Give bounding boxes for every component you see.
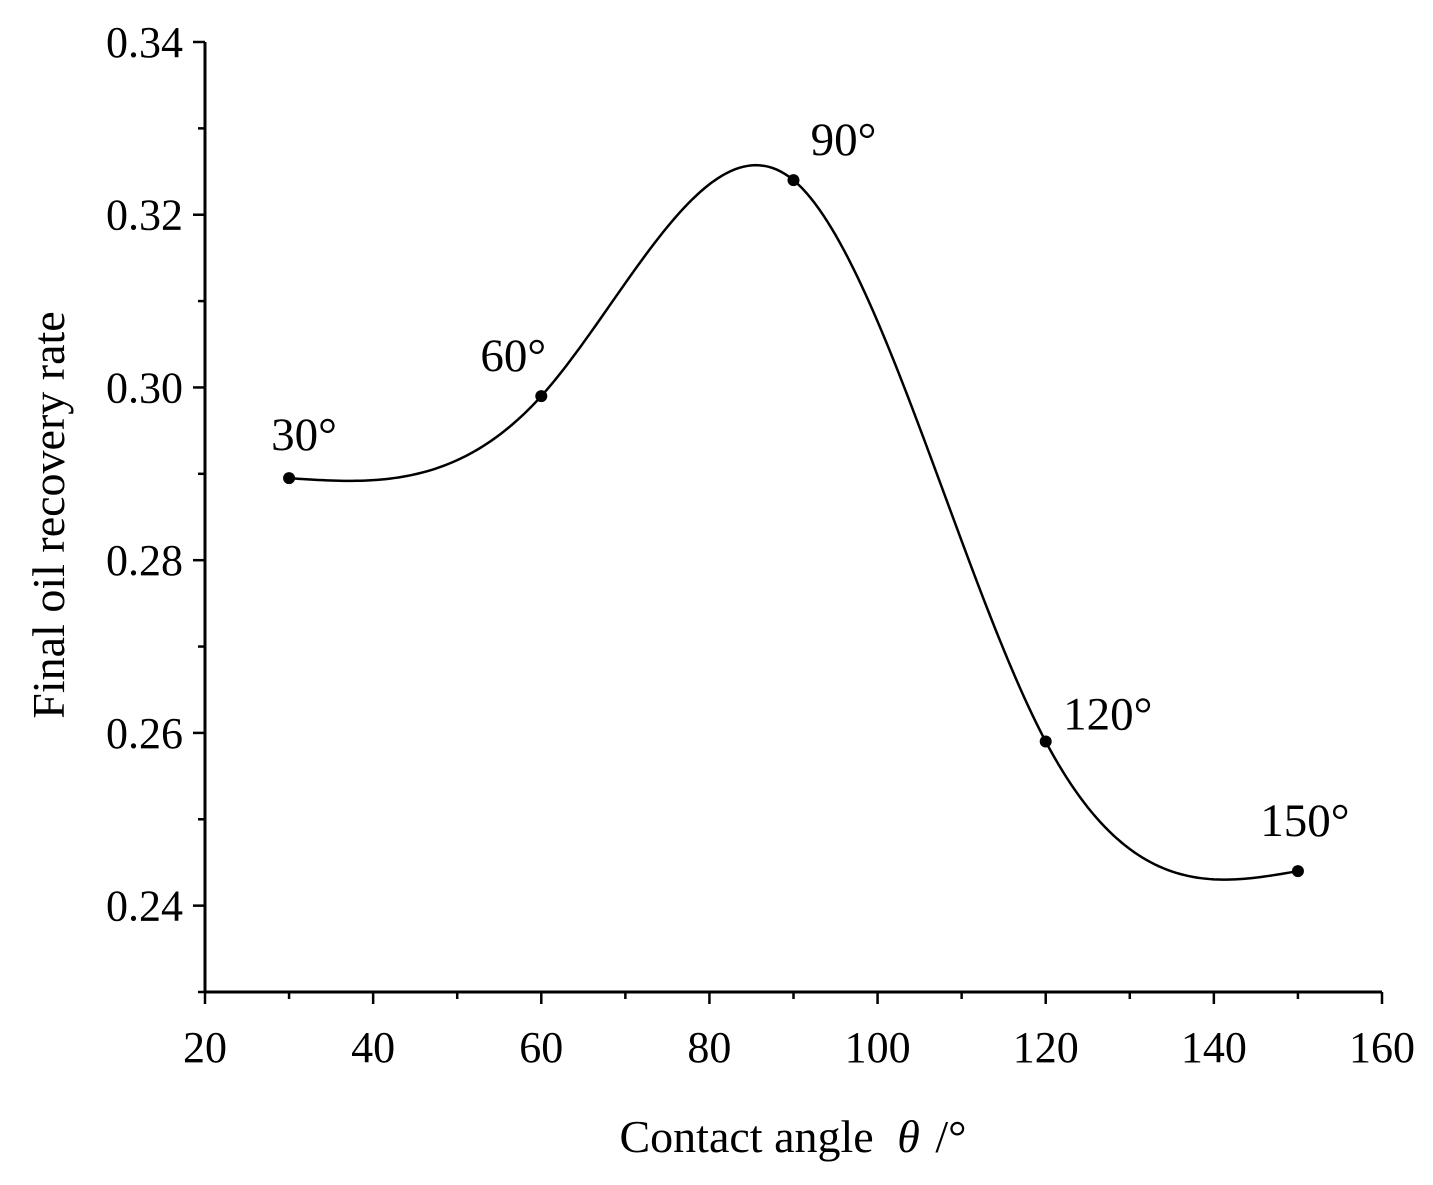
data-point: [1291, 865, 1304, 878]
x-tick-label: 160: [1349, 1023, 1415, 1072]
data-point: [283, 472, 296, 485]
x-tick-label: 100: [845, 1023, 911, 1072]
y-tick-label: 0.26: [106, 709, 183, 758]
data-label: 60°: [480, 330, 546, 382]
curve-layer: [288, 163, 1299, 881]
series-line: [288, 163, 1299, 881]
y-tick-label: 0.24: [106, 882, 183, 931]
y-tick-label: 0.34: [106, 18, 183, 67]
points-layer: [283, 174, 1304, 878]
x-axis-unit: /°: [935, 1111, 966, 1162]
x-tick-label: 60: [519, 1023, 563, 1072]
x-tick-label: 20: [183, 1023, 227, 1072]
x-tick-label: 120: [1013, 1023, 1079, 1072]
data-label: 90°: [811, 114, 877, 166]
x-axis-label: Contact angle: [620, 1111, 874, 1162]
x-tick-label: 40: [351, 1023, 395, 1072]
tick-labels: 20 40 60 80 100 120 140 160 0.24 0.26 0.28 0.30 0.32…: [106, 18, 1415, 1072]
x-tick-label: 80: [687, 1023, 731, 1072]
x-axis-title: Contact angle θ /°: [620, 1111, 967, 1162]
data-label: 30°: [271, 409, 337, 461]
y-axis-title: Final oil recovery rate: [23, 311, 74, 718]
data-point: [535, 390, 548, 403]
data-point: [1039, 735, 1052, 748]
data-point: [787, 174, 800, 187]
point-labels-layer: 30° 60° 90° 120° 150°: [271, 114, 1349, 847]
data-label: 120°: [1063, 689, 1152, 741]
x-tick-label: 140: [1181, 1023, 1247, 1072]
x-axis-symbol: θ: [897, 1111, 920, 1162]
y-tick-label: 0.28: [106, 536, 183, 585]
tick-marks: [193, 40, 1384, 1004]
data-label: 150°: [1260, 795, 1349, 847]
y-tick-label: 0.32: [106, 191, 183, 240]
y-tick-label: 0.30: [106, 363, 183, 412]
